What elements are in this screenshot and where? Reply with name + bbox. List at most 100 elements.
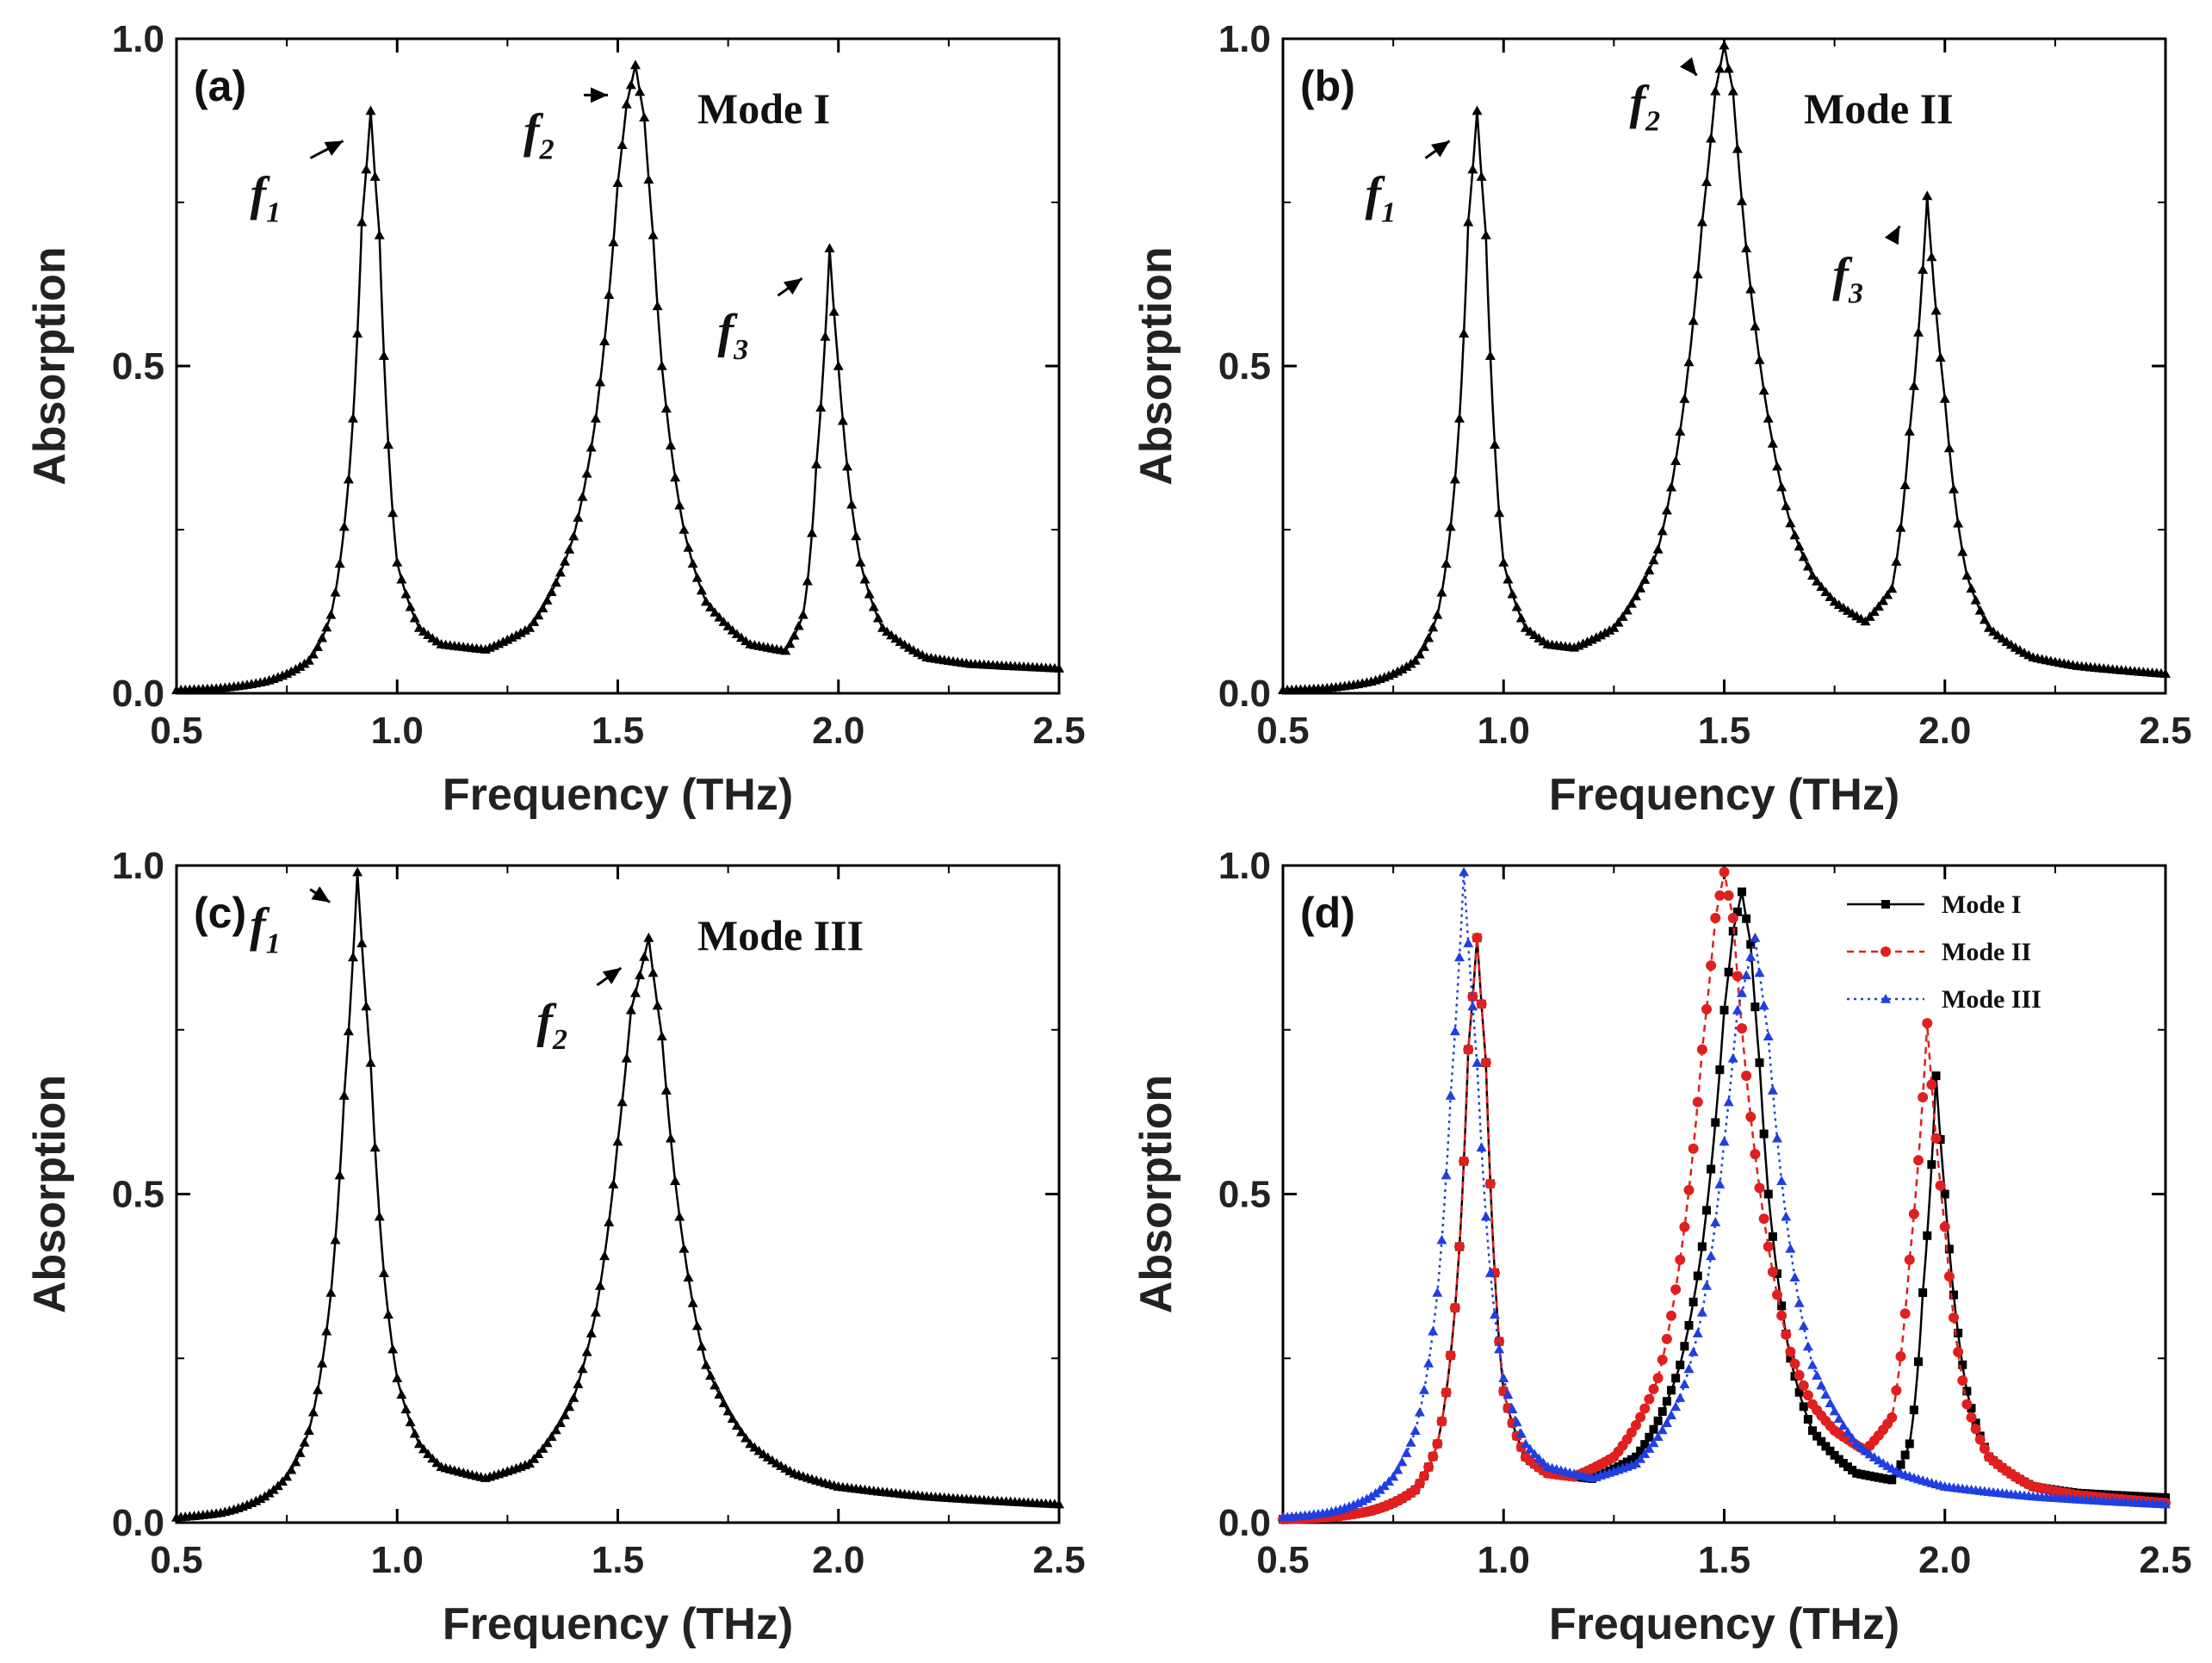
data-point bbox=[687, 558, 698, 568]
x-tick-label: 2.0 bbox=[812, 710, 864, 752]
data-point bbox=[1436, 1416, 1447, 1427]
data-point bbox=[568, 531, 579, 541]
data-point bbox=[1644, 1393, 1655, 1405]
plot-frame bbox=[1281, 864, 2167, 1524]
x-tick-label: 1.5 bbox=[1698, 710, 1750, 752]
data-point bbox=[1944, 1244, 1954, 1254]
data-point bbox=[1763, 1031, 1774, 1041]
data-point bbox=[643, 174, 654, 184]
data-point bbox=[586, 1328, 597, 1337]
mode-label: Mode I bbox=[697, 84, 830, 133]
data-point bbox=[833, 361, 844, 370]
data-point bbox=[1825, 1446, 1835, 1455]
data-point bbox=[599, 336, 610, 345]
data-point bbox=[1538, 1457, 1549, 1468]
data-point bbox=[550, 1424, 561, 1435]
data-point bbox=[259, 1491, 270, 1501]
data-point bbox=[1745, 951, 1757, 961]
data-point bbox=[1723, 890, 1734, 901]
data-point bbox=[573, 1379, 584, 1388]
data-point bbox=[1957, 1375, 1968, 1387]
peak-arrowhead bbox=[783, 278, 802, 295]
data-point bbox=[1781, 500, 1792, 511]
data-point bbox=[1954, 1328, 1963, 1337]
data-point bbox=[599, 1250, 610, 1261]
data-point bbox=[660, 1085, 672, 1095]
y-axis-title: Absorption bbox=[25, 246, 75, 485]
data-point bbox=[1706, 1250, 1717, 1261]
data-point bbox=[427, 1453, 438, 1463]
data-point bbox=[1419, 1470, 1429, 1481]
data-point bbox=[2160, 1499, 2171, 1509]
data-point bbox=[621, 1052, 632, 1063]
data-point bbox=[1939, 1221, 1950, 1232]
data-point bbox=[405, 1417, 416, 1427]
data-point bbox=[837, 415, 848, 425]
data-point bbox=[811, 459, 822, 468]
series-curve bbox=[171, 866, 1064, 1522]
data-point bbox=[617, 140, 628, 150]
data-point bbox=[577, 491, 588, 501]
data-point bbox=[529, 1454, 540, 1463]
data-point bbox=[542, 1437, 553, 1448]
x-axis-title: Frequency (THz) bbox=[443, 770, 793, 820]
data-point bbox=[255, 1493, 266, 1504]
data-point bbox=[1868, 606, 1880, 617]
data-point bbox=[1900, 1450, 1910, 1460]
data-point bbox=[1706, 960, 1717, 971]
data-point bbox=[1467, 164, 1478, 174]
series-mode-ii bbox=[1278, 866, 2171, 1525]
data-point bbox=[1926, 1079, 1937, 1090]
data-point bbox=[1503, 1389, 1514, 1399]
peak-arrowhead bbox=[602, 967, 622, 984]
data-point bbox=[1675, 426, 1686, 436]
data-point bbox=[573, 512, 584, 522]
data-point bbox=[851, 531, 862, 541]
data-point bbox=[1494, 507, 1505, 518]
data-point bbox=[330, 586, 341, 597]
data-point bbox=[1490, 439, 1500, 449]
data-point bbox=[1768, 1232, 1777, 1241]
data-point bbox=[1529, 1449, 1540, 1459]
data-point bbox=[1657, 1354, 1668, 1365]
y-tick-label: 0.0 bbox=[112, 673, 164, 715]
x-tick-label: 1.5 bbox=[1698, 1539, 1750, 1581]
data-point bbox=[714, 611, 725, 622]
data-point bbox=[286, 1464, 297, 1474]
data-point bbox=[1750, 1002, 1760, 1012]
data-point bbox=[855, 557, 866, 567]
data-point bbox=[1428, 1325, 1439, 1336]
data-point bbox=[1662, 1397, 1671, 1406]
data-point bbox=[828, 306, 840, 316]
data-point bbox=[718, 617, 729, 626]
data-point bbox=[1361, 1493, 1372, 1504]
legend-marker bbox=[1881, 946, 1891, 957]
data-point bbox=[1428, 1451, 1439, 1462]
data-point bbox=[365, 1057, 376, 1067]
y-tick-label: 1.0 bbox=[1218, 18, 1271, 60]
peak-label: f3 bbox=[718, 305, 749, 366]
data-point bbox=[1472, 1057, 1483, 1067]
data-point bbox=[731, 1420, 742, 1430]
data-point bbox=[1480, 230, 1491, 239]
data-point bbox=[1649, 1424, 1658, 1434]
data-point bbox=[1776, 481, 1788, 492]
data-point bbox=[647, 967, 659, 977]
data-point bbox=[1895, 522, 1906, 532]
data-point bbox=[1930, 1132, 1942, 1144]
data-point bbox=[1414, 1406, 1425, 1417]
data-point bbox=[784, 638, 796, 648]
data-point bbox=[1772, 461, 1782, 471]
data-point bbox=[1449, 1302, 1460, 1313]
data-point bbox=[797, 609, 809, 619]
data-point bbox=[1794, 1297, 1805, 1307]
data-point bbox=[643, 932, 654, 942]
data-point bbox=[1702, 1206, 1711, 1215]
data-point bbox=[1922, 190, 1933, 201]
data-point bbox=[1750, 1149, 1761, 1160]
data-point bbox=[1715, 1065, 1725, 1075]
data-point bbox=[325, 1287, 337, 1297]
data-point bbox=[1714, 890, 1726, 901]
data-point bbox=[1732, 143, 1743, 153]
data-point bbox=[1758, 385, 1769, 395]
